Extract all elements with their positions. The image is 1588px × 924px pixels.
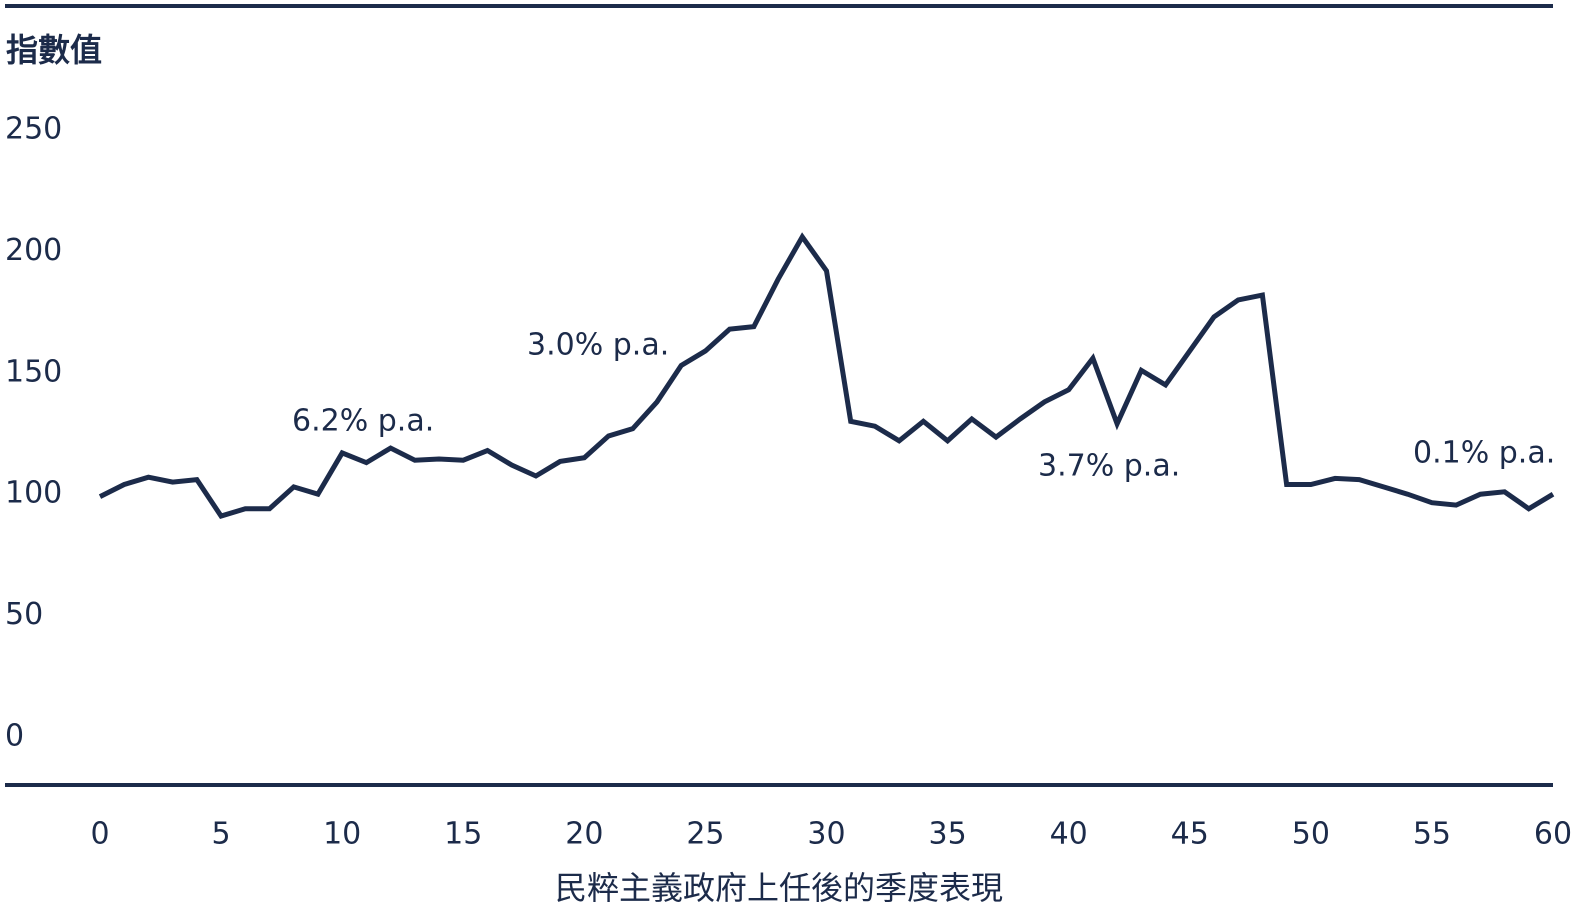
x-tick-label: 5 bbox=[212, 817, 231, 852]
x-tick-label: 10 bbox=[323, 817, 361, 852]
x-tick-label: 50 bbox=[1292, 817, 1330, 852]
x-tick-label: 55 bbox=[1413, 817, 1451, 852]
x-tick-label: 30 bbox=[807, 817, 845, 852]
y-tick-label: 250 bbox=[5, 112, 62, 147]
x-tick-label: 0 bbox=[90, 817, 109, 852]
x-tick-label: 15 bbox=[444, 817, 482, 852]
x-tick-label: 25 bbox=[686, 817, 724, 852]
y-tick-label: 100 bbox=[5, 476, 62, 511]
y-axis-label: 指數值 bbox=[6, 31, 102, 69]
annotation: 3.7% p.a. bbox=[1038, 449, 1180, 484]
annotation: 0.1% p.a. bbox=[1413, 436, 1555, 471]
y-tick-label: 200 bbox=[5, 233, 62, 268]
data-line bbox=[98, 232, 1555, 519]
x-tick-label: 45 bbox=[1171, 817, 1209, 852]
x-tick-label: 60 bbox=[1534, 817, 1572, 852]
x-tick-label: 20 bbox=[565, 817, 603, 852]
annotation: 3.0% p.a. bbox=[527, 328, 669, 363]
x-tick-label: 40 bbox=[1050, 817, 1088, 852]
x-tick-label: 35 bbox=[928, 817, 966, 852]
x-axis-label: 民粹主義政府上任後的季度表現 bbox=[555, 869, 1003, 907]
y-tick-label: 150 bbox=[5, 354, 62, 389]
y-tick-label: 50 bbox=[5, 597, 43, 632]
y-tick-label: 0 bbox=[5, 719, 24, 754]
annotation: 6.2% p.a. bbox=[292, 404, 434, 439]
